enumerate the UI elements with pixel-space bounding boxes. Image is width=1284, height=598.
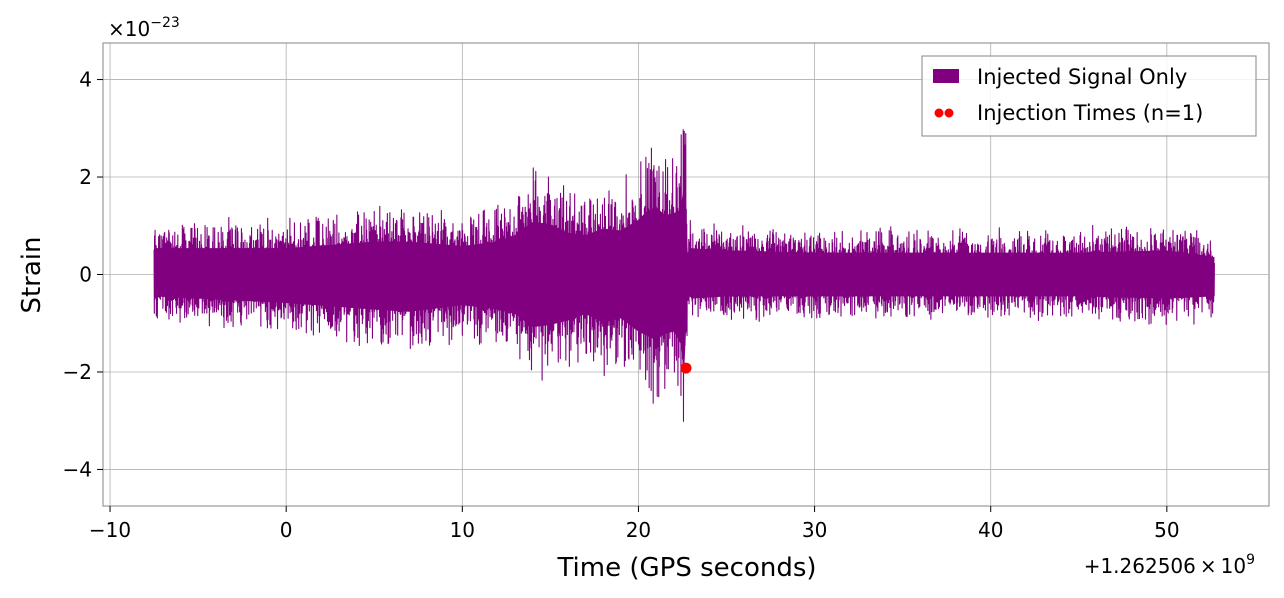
y-tick-label: −2 [63, 360, 92, 384]
x-axis-offset: +1.262506 × 109 [1084, 552, 1255, 578]
x-axis-ticks: −10 0 10 20 30 40 50 [89, 506, 1180, 542]
x-offset-exponent: 9 [1246, 552, 1255, 568]
legend: Injected Signal Only Injection Times (n=… [921, 55, 1257, 137]
injection-time-marker [680, 362, 692, 374]
x-tick-label: 0 [280, 518, 293, 542]
y-tick-label: −4 [63, 457, 92, 481]
x-tick-label: −10 [89, 518, 131, 542]
x-tick-label: 20 [626, 518, 651, 542]
y-axis-label: Strain [17, 236, 47, 313]
y-tick-label: 2 [79, 165, 92, 189]
legend-marker-injection-times [934, 108, 944, 118]
y-multiplier-base: ×10 [108, 17, 150, 41]
y-tick-label: 0 [79, 263, 92, 287]
legend-box [921, 55, 1257, 137]
y-axis-ticks: −4 −2 0 2 4 [63, 68, 103, 481]
y-axis-multiplier: ×10−23 [108, 15, 180, 41]
x-tick-label: 50 [1154, 518, 1179, 542]
y-tick-label: 4 [79, 68, 92, 92]
legend-label-injected-signal: Injected Signal Only [977, 65, 1187, 89]
legend-label-injection-times: Injection Times (n=1) [977, 101, 1203, 125]
x-tick-label: 30 [802, 518, 827, 542]
x-axis-label: Time (GPS seconds) [556, 553, 816, 583]
x-tick-label: 40 [978, 518, 1003, 542]
series-line-injected-signal [153, 129, 1215, 422]
x-offset-text: +1.262506 × 10 [1084, 554, 1246, 578]
plot-area [153, 129, 1215, 422]
y-multiplier-exponent: −23 [150, 15, 180, 31]
legend-marker-injection-times-2 [944, 108, 954, 118]
x-tick-label: 10 [450, 518, 475, 542]
legend-swatch-injected-signal [933, 69, 959, 83]
